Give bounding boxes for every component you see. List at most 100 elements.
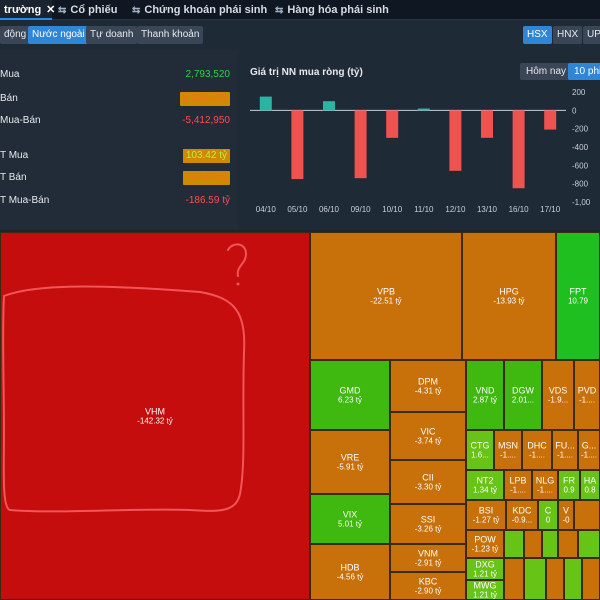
close-icon[interactable]: ✕ xyxy=(46,4,56,16)
stat-value: 103.42 tỷ xyxy=(182,149,230,163)
tile-symbol: CTG xyxy=(470,440,490,451)
exchange-upcom-button[interactable]: UP xyxy=(583,26,600,44)
heatmap-tile-small[interactable] xyxy=(546,558,564,600)
heatmap-tile[interactable]: KBC -2.90 tỷ xyxy=(390,572,466,600)
stat-row-sell-volume: Bán 8,206,470 xyxy=(0,88,238,110)
tile-value: -0 xyxy=(562,515,570,525)
heatmap-tile-small[interactable] xyxy=(504,530,524,558)
swap-icon: ⇆ xyxy=(58,5,67,16)
stat-value: 290.01 tỷ xyxy=(182,171,230,185)
heatmap-tile[interactable]: NT2 1.34 tỷ xyxy=(466,470,504,500)
heatmap-tile-small[interactable] xyxy=(524,530,542,558)
tile-value: -4.31 tỷ xyxy=(414,386,442,396)
heatmap-tile[interactable]: DGW 2.01... xyxy=(504,360,542,430)
subtab-foreign[interactable]: Nước ngoài xyxy=(28,26,89,44)
tile-value: 1.6... xyxy=(471,450,489,460)
subtab-movement[interactable]: động xyxy=(0,26,31,44)
period-10-sessions-button[interactable]: 10 phiê xyxy=(568,63,600,80)
stat-value: 8,206,470 xyxy=(179,92,230,106)
heatmap-tile[interactable]: POW -1.23 tỷ xyxy=(466,530,504,558)
heatmap-tile[interactable]: FU... -1.... xyxy=(552,430,578,470)
exchange-hnx-button[interactable]: HNX xyxy=(553,26,583,44)
bar-16/10 xyxy=(512,110,525,189)
heatmap-tile[interactable]: SSI -3.26 tỷ xyxy=(390,504,466,544)
heatmap-tile-small[interactable] xyxy=(504,558,524,600)
tab-commodities[interactable]: ⇆ Hàng hóa phái sinh xyxy=(275,0,389,20)
tile-value: -3.74 tỷ xyxy=(414,436,442,446)
tile-symbol: KBC xyxy=(418,576,438,587)
heatmap-tile[interactable]: VDS -1.9... xyxy=(542,360,574,430)
tile-symbol: VIX xyxy=(342,509,358,520)
heatmap-tile[interactable]: HPG -13.93 tỷ xyxy=(462,232,556,360)
heatmap-tile-small[interactable] xyxy=(574,500,600,530)
heatmap-tile[interactable]: VPB -22.51 tỷ xyxy=(310,232,462,360)
heatmap-tile[interactable]: G... -1.... xyxy=(578,430,600,470)
heatmap-tile[interactable]: VHM -142.32 tỷ xyxy=(0,232,310,600)
tile-value: 1.34 tỷ xyxy=(472,485,497,495)
heatmap-tile-small[interactable] xyxy=(542,530,558,558)
heatmap-tile[interactable]: KDC -0.9... xyxy=(506,500,538,530)
tile-value: 1.21 tỷ xyxy=(472,569,497,579)
stat-label: T Mua-Bán xyxy=(0,195,50,206)
heatmap-tile[interactable]: HA 0.8 xyxy=(580,470,600,500)
subtab-liquidity[interactable]: Thanh khoản xyxy=(137,26,204,44)
heatmap-tile-small[interactable] xyxy=(582,558,600,600)
tab-market[interactable]: trường ✕ xyxy=(0,0,56,20)
tile-symbol: DGW xyxy=(512,385,534,396)
heatmap-tile[interactable]: HDB -4.56 tỷ xyxy=(310,544,390,600)
heatmap-tile[interactable]: CII -3.30 tỷ xyxy=(390,460,466,504)
tile-value: -1.... xyxy=(528,450,545,460)
heatmap-tile[interactable]: GMD 6.23 tỷ xyxy=(310,360,390,430)
heatmap-tile[interactable]: FPT 10.79 xyxy=(556,232,600,360)
x-tick-label: 16/10 xyxy=(509,205,530,214)
y-tick-label: -400 xyxy=(572,143,589,152)
tile-symbol: FPT xyxy=(569,286,587,297)
heatmap-tile[interactable]: DPM -4.31 tỷ xyxy=(390,360,466,412)
foreign-stats-panel: Mua 2,793,520 Bán 8,206,470 Mua-Bán -5,4… xyxy=(0,50,238,230)
heatmap-tile[interactable]: BSI -1.27 tỷ xyxy=(466,500,506,530)
heatmap-tile-small[interactable] xyxy=(578,530,600,558)
tab-stocks[interactable]: ⇆ Cổ phiếu xyxy=(58,0,117,20)
tile-value: -5.91 tỷ xyxy=(336,462,364,472)
heatmap-tile-small[interactable] xyxy=(524,558,546,600)
heatmap-tile[interactable]: DHC -1.... xyxy=(522,430,552,470)
tile-value: 1.21 tỷ xyxy=(472,590,497,600)
x-tick-label: 13/10 xyxy=(477,205,498,214)
heatmap-tile[interactable]: CTG 1.6... xyxy=(466,430,494,470)
stat-row-net-value: T Mua-Bán -186.59 tỷ xyxy=(0,190,238,212)
heatmap-tile[interactable]: PVD -1.... xyxy=(574,360,600,430)
exchange-hsx-button[interactable]: HSX xyxy=(523,26,552,44)
foreign-flow-heatmap: VHM -142.32 tỷ VPB -22.51 tỷ HPG -13.93 tỷ FPT… xyxy=(0,232,600,600)
tile-symbol: G... xyxy=(581,440,597,451)
x-tick-label: 12/10 xyxy=(445,205,466,214)
heatmap-tile[interactable]: FR 0.9 xyxy=(558,470,580,500)
tile-symbol: VHM xyxy=(145,406,165,417)
tile-value: 0.9 xyxy=(563,485,575,495)
heatmap-tile-small[interactable] xyxy=(558,530,578,558)
period-today-button[interactable]: Hôm nay xyxy=(520,63,573,80)
heatmap-tile[interactable]: LPB -1.... xyxy=(504,470,532,500)
heatmap-tile-small[interactable] xyxy=(564,558,582,600)
heatmap-tile[interactable]: DXG 1.21 tỷ xyxy=(466,558,504,580)
heatmap-tile[interactable]: VND 2.87 tỷ xyxy=(466,360,504,430)
x-tick-label: 05/10 xyxy=(287,205,308,214)
subtab-proprietary[interactable]: Tự doanh xyxy=(86,26,138,44)
heatmap-tile[interactable]: VIX 5.01 tỷ xyxy=(310,494,390,544)
bar-17/10 xyxy=(544,110,557,130)
sub-toolbar: động Nước ngoài Tự doanh Thanh khoản HSX… xyxy=(0,20,600,50)
y-tick-label: -800 xyxy=(572,180,589,189)
heatmap-tile[interactable]: MSN -1.... xyxy=(494,430,522,470)
heatmap-tile[interactable]: VIC -3.74 tỷ xyxy=(390,412,466,460)
heatmap-tile[interactable]: V -0 xyxy=(558,500,574,530)
heatmap-tile[interactable]: VRE -5.91 tỷ xyxy=(310,430,390,494)
net-buy-bar-chart: 200 0 -200 -400 -600 -800 -1,00 04/10 05/10 06/10… xyxy=(250,88,591,214)
tab-derivatives[interactable]: ⇆ Chứng khoán phái sinh xyxy=(132,0,267,20)
tile-value: -2.91 tỷ xyxy=(414,558,442,568)
heatmap-tile[interactable]: NLG -1.... xyxy=(532,470,558,500)
y-tick-label: -1,00 xyxy=(572,198,591,207)
bar-11/10 xyxy=(417,108,430,111)
tile-symbol: VDS xyxy=(548,385,568,396)
heatmap-tile[interactable]: MWG 1.21 tỷ xyxy=(466,580,504,600)
heatmap-tile[interactable]: VNM -2.91 tỷ xyxy=(390,544,466,572)
